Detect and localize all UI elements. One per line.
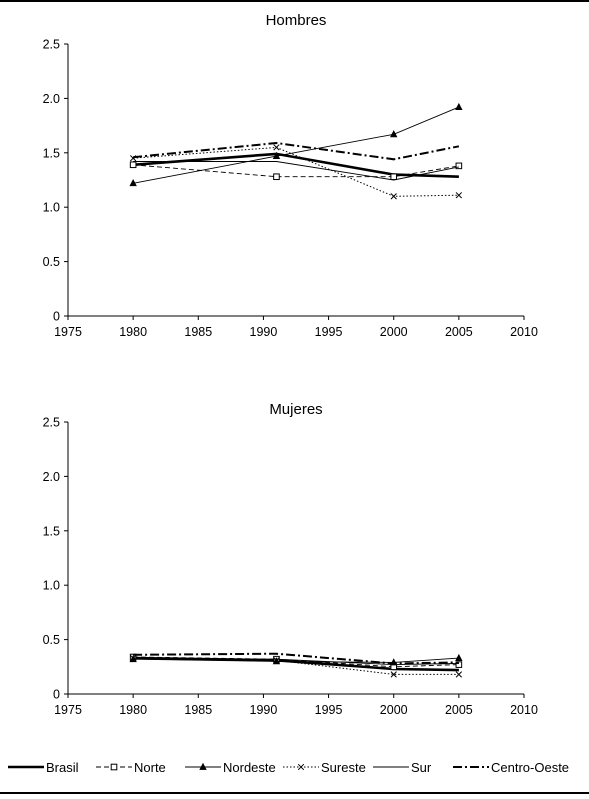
marker-sureste <box>455 192 463 199</box>
series-centro-oeste <box>133 141 460 161</box>
series-brasil <box>133 656 459 672</box>
y-tick-label: 2.5 <box>43 416 60 430</box>
y-tick-label: 0.5 <box>43 633 60 647</box>
legend-item-norte: Norte <box>96 760 166 775</box>
x-tick-label: 2010 <box>510 703 538 717</box>
series-sureste <box>129 144 463 200</box>
y-tick-label: 2.0 <box>43 470 60 484</box>
marker-sureste <box>273 657 280 664</box>
marker-sureste <box>390 193 397 200</box>
marker-nordeste <box>390 130 398 138</box>
x-tick-label: 1985 <box>184 703 212 717</box>
bottom-rule <box>0 792 589 794</box>
series-line-sureste <box>133 146 459 197</box>
series-line-sur <box>133 657 459 666</box>
legend-label: Norte <box>134 760 166 775</box>
x-tick-label: 1985 <box>184 325 212 339</box>
series-sur <box>133 161 459 181</box>
y-tick-label: 1.5 <box>43 146 60 160</box>
series-line-nordeste <box>133 106 460 184</box>
marker-norte <box>110 763 118 771</box>
chart-title: Mujeres <box>269 401 322 418</box>
y-tick-label: 1.5 <box>43 524 60 538</box>
series-line-centro-oeste <box>133 141 460 161</box>
chart-title: Hombres <box>266 12 327 29</box>
y-tick-label: 2.5 <box>43 38 60 52</box>
marker-nordeste <box>272 151 281 159</box>
panel-hombres: Hombres 0 0.5 1.0 1.5 2.0 2.5 1975 1980 1985 1990 1… <box>43 12 538 339</box>
legend-item-sur: Sur <box>373 760 432 775</box>
x-tick-label: 1980 <box>119 703 147 717</box>
marker-sureste <box>455 671 463 678</box>
series-line-sureste <box>133 657 459 675</box>
marker-nordeste <box>455 102 463 111</box>
series-line-centro-oeste <box>133 652 459 665</box>
x-tick-label: 1975 <box>54 703 82 717</box>
series-line-brasil <box>133 152 459 178</box>
marker-nordeste <box>455 653 463 661</box>
marker-sureste <box>390 671 397 678</box>
marker-norte <box>455 162 463 170</box>
x-tick-label: 1980 <box>119 325 147 339</box>
top-rule <box>0 0 589 2</box>
x-tick-label: 1990 <box>250 703 278 717</box>
marker-norte <box>390 173 398 181</box>
x-tick-label: 2000 <box>380 703 408 717</box>
marker-norte <box>129 161 137 169</box>
series-line-brasil <box>133 656 459 672</box>
x-tick-label: 2000 <box>380 325 408 339</box>
y-tick-label: 0 <box>53 688 60 702</box>
x-tick-label: 2005 <box>445 325 473 339</box>
marker-norte <box>273 173 280 181</box>
series-centro-oeste <box>133 652 459 665</box>
x-tick-label: 1995 <box>315 703 343 717</box>
x-tick-label: 1990 <box>250 325 278 339</box>
legend-label: Centro-Oeste <box>491 760 569 775</box>
legend-item-centro-oeste: Centro-Oeste <box>453 760 569 775</box>
legend-item-brasil: Brasil <box>8 760 79 775</box>
series-line-sur <box>133 161 459 181</box>
legend-label: Sur <box>411 760 432 775</box>
x-tick-label: 2010 <box>510 325 538 339</box>
legend-label: Brasil <box>46 760 79 775</box>
marker-nordeste <box>199 762 207 770</box>
series-nordeste <box>129 102 463 187</box>
legend-item-nordeste: Nordeste <box>185 760 276 775</box>
legend-label: Sureste <box>321 760 366 775</box>
series-line-norte <box>133 656 459 668</box>
series-brasil <box>133 152 459 178</box>
panel-mujeres: Mujeres 0 0.5 1.0 1.5 2.0 2.5 1975 1980 1985 1990 1… <box>43 401 538 717</box>
x-tick-label: 1975 <box>54 325 82 339</box>
x-tick-label: 1995 <box>315 325 343 339</box>
y-tick-label: 1.0 <box>43 201 60 215</box>
series-norte <box>129 161 463 181</box>
y-tick-label: 0.5 <box>43 255 60 269</box>
marker-nordeste <box>129 179 137 187</box>
series-sur <box>133 657 459 666</box>
x-tick-label: 2005 <box>445 703 473 717</box>
legend: Brasil Norte Nordeste Sureste Sur Centro-Oest… <box>8 760 569 775</box>
marker-sureste <box>273 144 280 151</box>
legend-item-sureste: Sureste <box>283 760 366 775</box>
legend-label: Nordeste <box>223 760 276 775</box>
y-tick-label: 1.0 <box>43 579 60 593</box>
marker-sureste <box>297 763 305 771</box>
series-line-norte <box>133 164 459 178</box>
y-tick-label: 2.0 <box>43 92 60 106</box>
y-tick-label: 0 <box>53 310 60 324</box>
